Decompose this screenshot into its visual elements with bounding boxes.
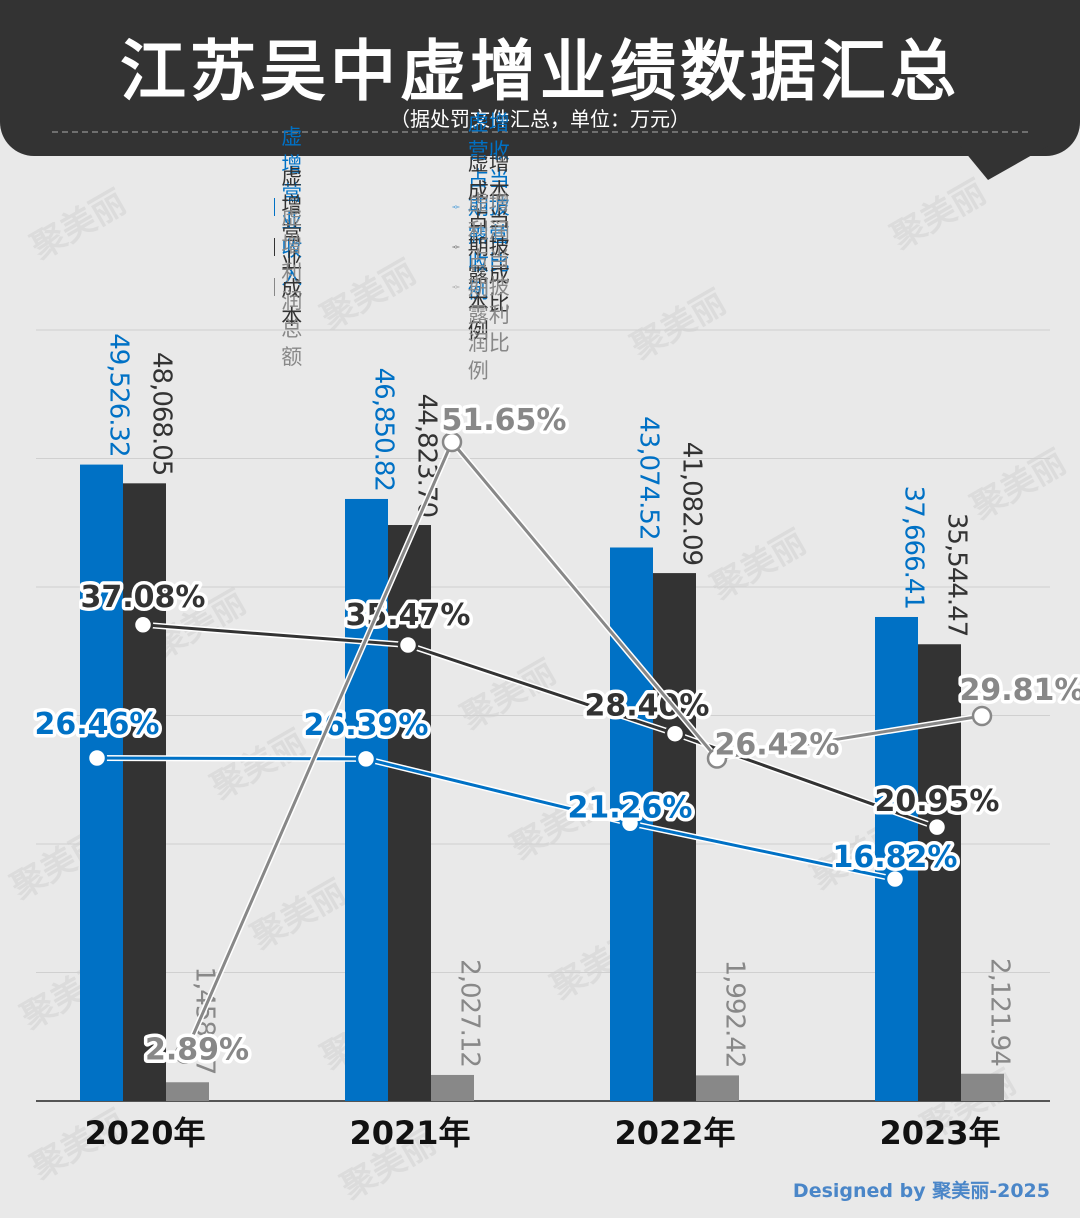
bar-value-label: 46,850.82	[369, 368, 399, 491]
line-value-label: 35.47%	[346, 598, 471, 633]
bar-value-label: 37,666.41	[899, 486, 929, 609]
bar-2-3	[961, 1073, 1004, 1101]
watermark-text: 聚美丽	[24, 182, 133, 268]
category-label: 2023年	[879, 1114, 1000, 1152]
bar-value-label: 1,992.42	[720, 960, 750, 1068]
line-value-label: 21.26%	[568, 790, 693, 825]
line-0	[96, 756, 896, 881]
legend-item-profit: 虚增利润总额	[274, 205, 307, 369]
legend-label: 虚增利润总额	[281, 205, 303, 369]
bar-2-2	[696, 1075, 739, 1101]
header-divider	[52, 131, 1028, 133]
category-label: 2022年	[614, 1114, 735, 1152]
bar-2-0	[166, 1082, 209, 1101]
line-value-label: 16.82%	[833, 840, 958, 875]
line-point	[86, 747, 108, 769]
line-label-halo: 16.82%	[833, 840, 958, 875]
legend-item-revenue-ratio: 虚增营收占当期披露营收比例	[452, 111, 521, 303]
line-label-halo: 35.47%	[346, 598, 471, 633]
bar-value-label: 35,544.47	[942, 513, 972, 636]
line-label-halo: 26.39%	[304, 708, 429, 743]
line-value-label: 2.89%	[145, 1033, 249, 1068]
line-value-label: 51.65%	[442, 403, 567, 438]
legend-item-cost: 虚增营业成本	[274, 165, 307, 329]
page-title: 江苏吴中虚增业绩数据汇总	[120, 33, 960, 110]
bar-value-label: 43,074.52	[634, 416, 664, 539]
line-value-label: 20.95%	[875, 784, 1000, 819]
line-value-label: 29.81%	[960, 673, 1080, 708]
bar-value-label: 49,526.32	[104, 333, 134, 456]
page-subtitle: （据处罚文件汇总，单位：万元）	[390, 107, 690, 131]
legend-item-cost-ratio: 虚增成本占当期披露成本比例	[452, 151, 521, 343]
legend-label: 虚增营业收入	[281, 125, 303, 289]
bar-value-label: 48,068.05	[147, 352, 177, 475]
line-point	[619, 813, 641, 834]
legend-item-revenue: 虚增营业收入	[274, 125, 307, 289]
line-point	[397, 634, 419, 656]
line-label-halo: 21.26%	[568, 790, 693, 825]
watermark-text: 聚美丽	[314, 252, 423, 338]
legend-item-profit-ratio: 虚增利润占当期披露利润比例	[452, 191, 521, 383]
line-label-halo: 37.08%	[81, 580, 206, 615]
line-label-halo: 29.81%	[960, 673, 1080, 708]
line-point	[132, 614, 154, 636]
speech-bubble-tail	[960, 146, 1048, 180]
legend-label: 虚增营业成本	[281, 165, 303, 329]
line-label-halo: 2.89%	[145, 1033, 249, 1068]
bar-0-3	[875, 616, 918, 1101]
legend-bar-swatch	[274, 198, 276, 216]
bar-0-1	[345, 498, 388, 1102]
line-point	[664, 723, 686, 744]
watermark-text: 聚美丽	[624, 282, 733, 368]
line-label-halo: 26.46%	[35, 707, 160, 742]
bar-value-label: 41,082.09	[677, 442, 707, 565]
line-value-label: 37.08%	[81, 580, 206, 615]
line-label-halo: 28.40%	[585, 689, 710, 724]
line-label-halo: 51.65%	[442, 403, 567, 438]
legend-label: 虚增营收占当期披露营收比例	[467, 111, 510, 303]
line-2	[183, 439, 983, 1055]
line-label-halo: 20.95%	[875, 784, 1000, 819]
legend-label: 虚增利润占当期披露利润比例	[467, 191, 510, 383]
bar-0-0	[80, 464, 123, 1101]
designer-credit: Designed by 聚美丽-2025	[792, 1180, 1050, 1202]
legend-label: 虚增成本占当期披露成本比例	[467, 151, 510, 343]
legend-line-swatch	[452, 245, 460, 249]
bar-2-1	[431, 1074, 474, 1101]
bar-1-1	[388, 525, 431, 1101]
legend-line-swatch	[452, 205, 460, 209]
watermark-text: 聚美丽	[884, 172, 993, 258]
legend-line-swatch	[452, 285, 460, 289]
line-point	[971, 705, 993, 727]
line-point	[441, 431, 463, 453]
line-point	[884, 868, 906, 890]
line-value-label: 26.42%	[715, 728, 840, 763]
bar-value-label: 2,121.94	[985, 958, 1015, 1066]
line-value-label: 26.46%	[35, 707, 160, 742]
line-point	[355, 748, 377, 770]
legend-bar-swatch	[274, 238, 276, 256]
watermark-text: 聚美丽	[964, 442, 1073, 528]
line-point	[706, 748, 728, 769]
line-label-halo: 26.42%	[715, 728, 840, 763]
line-1	[142, 623, 938, 829]
category-label: 2020年	[84, 1114, 205, 1152]
line-value-label: 28.40%	[585, 689, 710, 724]
watermark-text: 聚美丽	[704, 522, 813, 608]
header-banner	[0, 0, 1080, 156]
legend-bar-swatch	[274, 278, 276, 296]
line-point	[926, 816, 948, 838]
category-label: 2021年	[349, 1114, 470, 1152]
bar-value-label: 2,027.12	[455, 959, 485, 1067]
bar-1-0	[123, 483, 166, 1101]
line-point	[174, 1043, 196, 1064]
